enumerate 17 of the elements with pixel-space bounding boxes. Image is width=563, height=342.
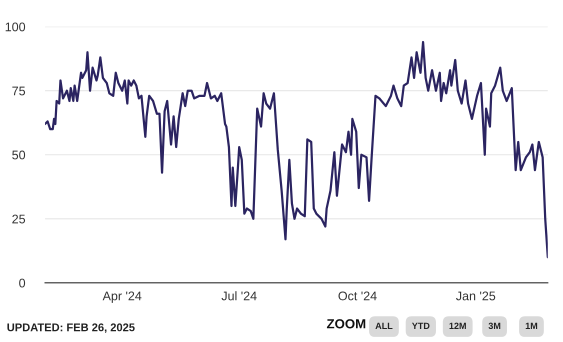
text: ZOOM	[326, 319, 366, 328]
y-tick-label: 50	[12, 150, 26, 160]
x-tick-label: Apr '24	[102, 291, 142, 303]
text: 1M	[526, 322, 538, 329]
y-tick-label: 0	[19, 278, 26, 288]
y-tick-label: 100	[6, 22, 26, 32]
x-tick-label: Oct '24	[338, 291, 377, 300]
text: 12M	[450, 322, 466, 329]
text: YTD	[412, 322, 430, 329]
text: UPDATED: FEB 26, 2025	[7, 323, 135, 333]
x-tick-label: Jul '24	[222, 291, 257, 300]
line-series	[45, 40, 548, 258]
text: ALL	[375, 322, 392, 329]
x-tick-label: Jan '25	[456, 291, 496, 300]
y-tick-label: 25	[12, 214, 26, 224]
y-tick-label: 75	[12, 86, 26, 96]
text: 3M	[488, 322, 500, 330]
